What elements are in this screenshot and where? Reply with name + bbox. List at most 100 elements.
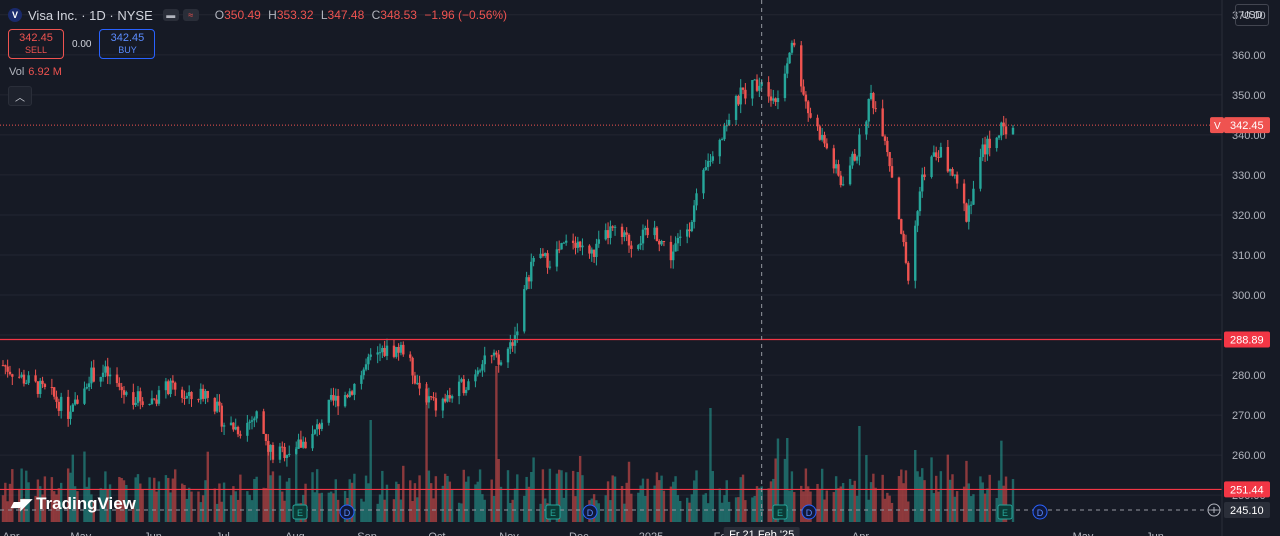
volume-bar — [886, 492, 889, 522]
symbol-title[interactable]: Visa Inc. · 1D · NYSE — [28, 7, 153, 23]
candle-body — [981, 144, 984, 158]
candle-body — [937, 156, 940, 158]
candle-body — [246, 422, 249, 436]
volume-bar — [204, 480, 207, 522]
candle-body — [483, 355, 486, 365]
volume-bar — [560, 470, 563, 522]
candle-body — [867, 98, 870, 122]
candle-body — [727, 119, 731, 126]
candle-body — [329, 394, 333, 400]
time-axis[interactable]: AprMayJunJulAugSepOctNovDec2025FebMarApr… — [2, 527, 1164, 536]
volume-bar — [348, 479, 351, 522]
candle-body — [269, 444, 272, 452]
candle-body — [858, 134, 861, 157]
dividend-icon[interactable] — [1032, 504, 1048, 520]
candle-body — [20, 374, 23, 377]
volume-bar — [57, 488, 61, 522]
volume-bar — [364, 475, 368, 522]
candle-body — [255, 411, 258, 419]
volume-bar — [688, 502, 691, 522]
volume-bar — [99, 488, 102, 522]
candle-body — [446, 395, 449, 402]
volume-bar — [229, 495, 233, 522]
volume-bar — [281, 491, 284, 522]
volume-bar — [108, 484, 112, 522]
chevron-up-icon[interactable]: ︿ — [8, 86, 32, 106]
hline-price-tag[interactable] — [1224, 481, 1270, 498]
volume-bar — [853, 480, 856, 522]
dividend-icon[interactable] — [801, 504, 817, 520]
earnings-icon[interactable] — [292, 504, 308, 520]
candle-body — [99, 376, 102, 382]
candle-body — [688, 229, 691, 232]
volume-bar — [478, 469, 482, 522]
candle-body — [965, 203, 968, 222]
volume-bar — [267, 450, 270, 522]
candle-body — [50, 387, 54, 389]
earnings-icon[interactable] — [772, 504, 788, 520]
volume-bar — [106, 489, 109, 522]
currency-selector[interactable]: USD — [1235, 4, 1269, 26]
volume-bar — [676, 495, 680, 522]
volume-bar — [250, 500, 254, 522]
hline-price-tag[interactable] — [1224, 331, 1270, 348]
candle-body — [418, 382, 421, 389]
volume-bar — [332, 493, 335, 522]
volume-bar — [916, 471, 919, 522]
volume-bar — [997, 480, 1001, 522]
wave-icon[interactable]: ≈ — [182, 9, 199, 21]
candle-body — [951, 169, 954, 176]
dividend-icon[interactable] — [339, 504, 355, 520]
volume-bar — [315, 469, 319, 522]
earnings-icon[interactable] — [545, 504, 561, 520]
volume-bar — [539, 503, 542, 522]
volume-bar — [295, 447, 298, 522]
volume-bar — [525, 476, 528, 522]
candle-body — [595, 243, 598, 257]
volume-bar — [248, 494, 251, 522]
candle-body — [955, 174, 959, 184]
candle-body — [481, 364, 484, 371]
candle-body — [627, 234, 631, 246]
volume-bar — [741, 474, 745, 522]
volume-bar — [834, 476, 838, 522]
minus-icon[interactable]: ▬ — [162, 9, 179, 21]
volume-bar — [641, 478, 645, 522]
candle-body — [443, 398, 447, 402]
price-axis[interactable]: 370.00360.00350.00340.00330.00320.00310.… — [1207, 0, 1280, 536]
volume-bar — [362, 501, 365, 522]
close-value: 348.53 — [380, 8, 417, 22]
volume-bar — [611, 475, 614, 522]
volume-bar — [101, 488, 105, 522]
volume-bar — [55, 494, 58, 522]
candle-body — [350, 391, 354, 395]
candle-body — [816, 117, 819, 127]
volume-bar — [965, 460, 968, 522]
candle-body — [22, 374, 26, 384]
price-tick-label: 260.00 — [1232, 450, 1266, 462]
buy-button[interactable]: 342.45 BUY — [99, 29, 156, 59]
candle-body — [755, 79, 759, 91]
volume-bar — [969, 496, 973, 522]
volume-bar — [115, 501, 119, 522]
candle-body — [669, 241, 673, 261]
volume-bar — [118, 476, 121, 522]
volume-bar — [329, 491, 333, 522]
volume-bar — [288, 477, 291, 522]
candle-body — [837, 164, 840, 176]
candle-body — [921, 174, 924, 192]
horizontal-lines[interactable] — [0, 124, 1222, 491]
volume-bar — [1004, 476, 1008, 522]
sell-button[interactable]: 342.45 SELL — [8, 29, 64, 59]
tradingview-logo[interactable]: ▰◤ TradingView — [11, 494, 136, 514]
volume-bar — [823, 499, 826, 522]
earnings-icon[interactable] — [997, 504, 1013, 520]
candle-body — [685, 229, 689, 237]
plus-circle-icon[interactable] — [1207, 503, 1221, 517]
dividend-icon[interactable] — [582, 504, 598, 520]
volume-bar — [937, 491, 940, 522]
volume-bar — [783, 458, 787, 522]
candle-body — [718, 139, 721, 157]
